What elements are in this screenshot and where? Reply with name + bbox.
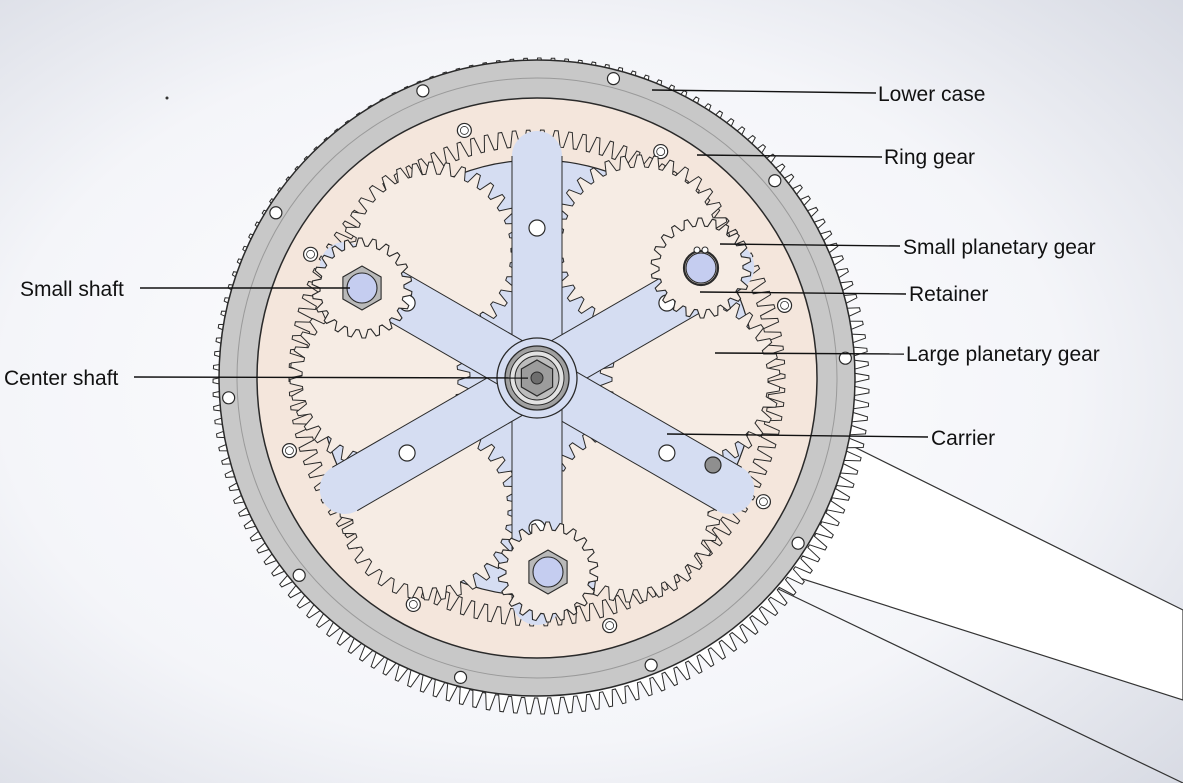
case-bolt-hole <box>416 84 430 98</box>
ring-gear-hole <box>405 596 421 613</box>
case-bolt-hole <box>292 568 306 582</box>
case-bolt-hole <box>644 658 658 672</box>
ring-gear-hole <box>302 246 319 262</box>
leader-carrier <box>666 433 929 438</box>
label-center-shaft: Center shaft <box>4 367 119 390</box>
label-lower-case: Lower case <box>878 83 985 106</box>
small-shaft <box>532 556 564 588</box>
case-bolt-holes <box>222 72 852 684</box>
arm-bracket-edge <box>769 584 1183 783</box>
speck <box>165 96 169 100</box>
leader-ring-gear <box>696 154 883 158</box>
ring-gear-hole <box>653 143 669 160</box>
ring-gear-hole <box>755 494 772 510</box>
leader-small-planetary-gear <box>719 243 901 247</box>
small-shaft <box>346 272 378 304</box>
leader-retainer <box>699 291 907 295</box>
leader-lower-case <box>651 89 877 94</box>
case-bolt-hole <box>222 391 236 405</box>
case-bolt-hole <box>838 351 852 365</box>
small-planetary-gears <box>311 217 752 623</box>
carrier-hole <box>658 444 676 462</box>
carrier-pin <box>704 456 722 474</box>
case-bolt-hole <box>269 206 283 220</box>
label-retainer: Retainer <box>909 283 988 306</box>
leader-large-planetary-gear <box>714 352 905 355</box>
case-bolt-hole <box>768 174 782 188</box>
label-ring-gear: Ring gear <box>884 146 975 169</box>
retainer <box>682 246 720 287</box>
ring-gear-hole <box>456 122 472 139</box>
case-bolt-hole <box>453 670 468 684</box>
small-planetary-gear <box>311 237 413 339</box>
ring-gear-hole <box>281 443 298 459</box>
label-small-planetary-gear: Small planetary gear <box>903 236 1096 259</box>
ring-gear-hole <box>776 297 793 313</box>
carrier-hole <box>398 444 416 462</box>
ring-gear-hole <box>602 617 618 634</box>
label-carrier: Carrier <box>931 427 995 450</box>
carrier-hole <box>528 219 546 237</box>
case-bolt-hole <box>606 72 621 86</box>
small-planetary-gear <box>650 217 752 319</box>
label-small-shaft: Small shaft <box>20 278 124 301</box>
ring-gear-holes <box>281 122 793 634</box>
leader-center-shaft <box>133 376 529 379</box>
label-large-planetary-gear: Large planetary gear <box>906 343 1100 366</box>
small-planetary-gear <box>497 521 599 623</box>
lower-case-inner-edge <box>236 77 838 679</box>
center-shaft <box>496 337 578 419</box>
case-bolt-hole <box>791 536 805 550</box>
small-shaft <box>685 252 717 284</box>
leader-lines <box>133 89 929 438</box>
